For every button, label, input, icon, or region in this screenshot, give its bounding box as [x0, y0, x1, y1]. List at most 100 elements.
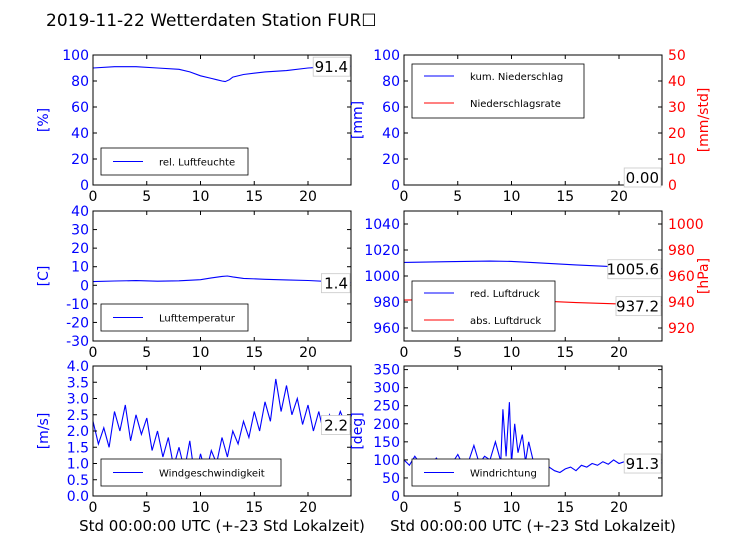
- x-tick-label: 0: [400, 345, 409, 361]
- y2-tick-label: 40: [668, 74, 686, 90]
- y-tick-label: 0: [391, 178, 400, 194]
- legend-label: kum. Niederschlag: [470, 72, 563, 83]
- chart-panel-p5: 0 5 10 15 20 0.00.51.01.52.02.53.03.54.0 [m/s]…: [36, 359, 365, 535]
- x-tick-label: 10: [192, 500, 210, 516]
- last-value-label: 1005.6: [607, 261, 660, 279]
- chart-panel-p4: 0 5 10 15 20 960 980 1000 1020 1040 920 940 960 980 10…: [364, 210, 712, 361]
- plot-frame: [92, 54, 352, 186]
- plot-frame: [92, 210, 352, 342]
- y-tick-label: 960: [373, 321, 400, 337]
- x-tick-label: 10: [503, 189, 521, 205]
- x-tick-label: 15: [556, 500, 574, 516]
- legend-box: [411, 63, 585, 119]
- x-tick-label: 20: [610, 500, 628, 516]
- x-tick-label: 20: [610, 345, 628, 361]
- last-value-label: 91.3: [626, 455, 659, 473]
- legend-label: Niederschlagsrate: [470, 99, 561, 110]
- x-tick-label: 5: [453, 500, 462, 516]
- y-tick-label: 40: [71, 204, 89, 220]
- chart-panel-p2: 0 5 10 15 20 0 20 40 60 80 100 0 10 20 30 40 50 [mm] [mm/s…: [350, 48, 712, 205]
- y2-tick-label: 980: [668, 243, 695, 259]
- y2-tick-label: 50: [668, 48, 686, 64]
- y-tick-label: 0: [80, 278, 89, 294]
- y2-tick-label: 920: [668, 321, 695, 337]
- y-tick-label: 1.5: [67, 440, 89, 456]
- x-tick-label: 0: [89, 345, 98, 361]
- last-value-label: 0.00: [626, 169, 659, 187]
- y-tick-label: -20: [66, 315, 89, 331]
- last-value-label-2: 937.2: [616, 298, 659, 316]
- y-tick-label: 150: [373, 435, 400, 451]
- series-line-p5-0: [92, 378, 351, 480]
- y2-tick-label: 1000: [668, 217, 704, 233]
- last-value-label: 1.4: [324, 275, 348, 293]
- x-tick-label: 0: [89, 500, 98, 516]
- plot-frame: [403, 54, 663, 186]
- y-tick-label: 40: [71, 126, 89, 142]
- last-value-label-2-box: [615, 296, 662, 317]
- y2-axis-label: [mm/std]: [696, 88, 712, 153]
- series-line-p3-0: [92, 275, 352, 284]
- y-tick-label: 2.0: [67, 424, 89, 440]
- x-tick-label: 20: [610, 189, 628, 205]
- y-tick-label: 1040: [364, 217, 400, 233]
- y-tick-label: 60: [382, 100, 400, 116]
- y-tick-label: 1020: [364, 243, 400, 259]
- y-tick-label: 200: [373, 417, 400, 433]
- y-tick-label: 3.0: [67, 392, 89, 408]
- y-tick-label: 60: [71, 100, 89, 116]
- x-tick-label: 15: [245, 500, 263, 516]
- y-tick-label: 10: [71, 260, 89, 276]
- x-tick-label: 15: [556, 189, 574, 205]
- page-title: 2019-11-22 Wetterdaten Station FUR☐: [46, 11, 377, 31]
- last-value-label-box: [623, 167, 662, 188]
- y-tick-label: 250: [373, 399, 400, 415]
- x-tick-label: 0: [400, 189, 409, 205]
- y-tick-label: 20: [71, 241, 89, 257]
- x-tick-label: 5: [453, 189, 462, 205]
- x-tick-label: 10: [503, 345, 521, 361]
- y-axis-label: [C]: [36, 266, 52, 287]
- y2-axis-label: [hPa]: [696, 258, 712, 294]
- x-tick-label: 15: [556, 345, 574, 361]
- x-tick-label: 20: [299, 189, 317, 205]
- last-value-label-box: [623, 453, 662, 474]
- x-tick-label: 10: [503, 500, 521, 516]
- y2-tick-label: 0: [668, 178, 677, 194]
- y-tick-label: 50: [382, 471, 400, 487]
- series-line-p1-0: [92, 65, 352, 83]
- y-tick-label: 0: [80, 178, 89, 194]
- x-tick-label: 5: [453, 345, 462, 361]
- legend-label: abs. Luftdruck: [470, 316, 541, 327]
- y2-tick-label: 940: [668, 295, 695, 311]
- x-tick-label: 20: [299, 345, 317, 361]
- last-value-label-box: [320, 273, 351, 294]
- y-tick-label: -10: [66, 297, 89, 313]
- x-tick-label: 0: [89, 189, 98, 205]
- y2-tick-label: 20: [668, 126, 686, 142]
- x-tick-label: 5: [142, 500, 151, 516]
- y-tick-label: 2.5: [67, 408, 89, 424]
- y-axis-label: [%]: [36, 108, 52, 132]
- legend-label: Windgeschwindigkeit: [159, 469, 265, 480]
- x-tick-label: 15: [245, 189, 263, 205]
- plot-frame: [403, 365, 663, 497]
- y-tick-label: 980: [373, 295, 400, 311]
- x-tick-label: 20: [299, 500, 317, 516]
- x-axis-label: Std 00:00:00 UTC (+-23 Std Lokalzeit): [390, 517, 676, 535]
- y-tick-label: 3.5: [67, 375, 89, 391]
- y2-tick-label: 10: [668, 152, 686, 168]
- y-tick-label: 20: [382, 152, 400, 168]
- y-axis-label: [mm]: [350, 101, 366, 139]
- y-axis-label: [deg]: [350, 412, 366, 449]
- legend-label: rel. Luftfeuchte: [159, 158, 235, 169]
- x-tick-label: 5: [142, 189, 151, 205]
- y-axis-label: [m/s]: [36, 413, 52, 450]
- legend-label: red. Luftdruck: [470, 289, 540, 300]
- y-tick-label: 80: [71, 74, 89, 90]
- y-tick-label: 1000: [364, 269, 400, 285]
- legend-box: [411, 280, 556, 332]
